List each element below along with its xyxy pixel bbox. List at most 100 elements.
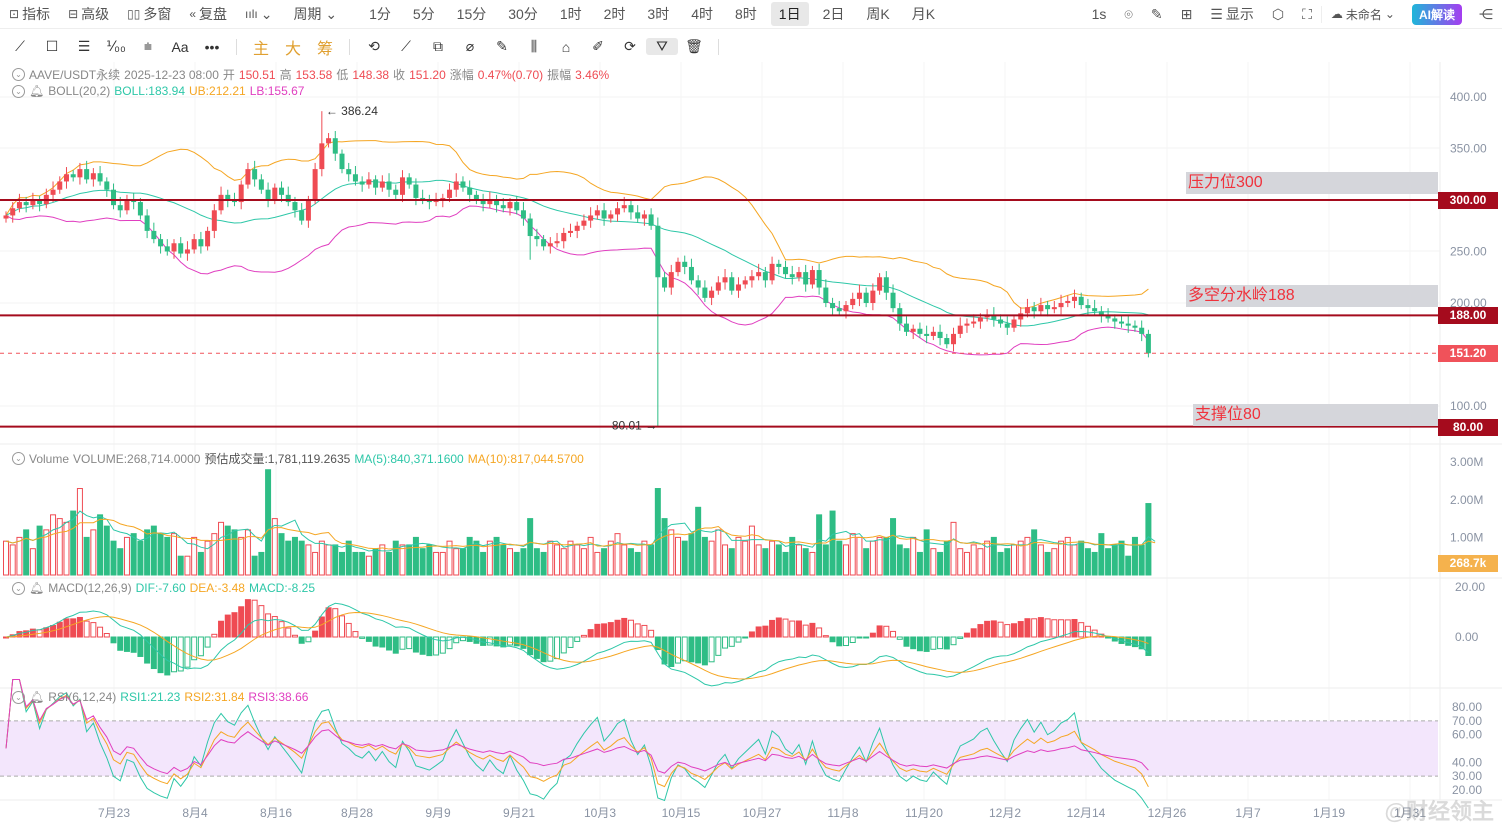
pivot-label[interactable]: 多空分水岭188 <box>1186 285 1438 307</box>
drawing_tools-tool-5[interactable]: Aa <box>171 38 189 55</box>
display-label: 显示 <box>1225 6 1254 22</box>
drawing_tools2-tool-0[interactable]: 主 <box>252 40 269 58</box>
period-11[interactable]: 周K <box>866 6 890 22</box>
volume-bar <box>883 536 890 576</box>
support-label[interactable]: 支撑位80 <box>1193 404 1438 426</box>
candle <box>111 189 117 206</box>
resistance-label[interactable]: 压力位300 <box>1186 172 1438 194</box>
high-label: 高 <box>279 68 292 82</box>
macd-bar <box>916 636 923 652</box>
period-1[interactable]: 5分 <box>412 6 435 22</box>
macd-bar <box>627 619 634 638</box>
volume-bar <box>439 551 446 576</box>
macd-bar <box>426 636 433 657</box>
collapse-icon[interactable]: ⌄ <box>12 581 25 595</box>
macd-bar <box>937 636 944 650</box>
macd-bar <box>345 622 352 638</box>
volume-bar <box>802 548 809 576</box>
period-3[interactable]: 30分 <box>508 6 538 22</box>
drawing_tools-tool-6[interactable]: ••• <box>204 38 220 55</box>
collapse-icon[interactable]: ⌄ <box>12 84 25 98</box>
dea-value: DEA:-3.48 <box>189 581 245 595</box>
settings-icon[interactable]: ⬡ <box>1271 5 1285 22</box>
drawing_tools3-tool-10[interactable]: 🗑 <box>685 38 703 54</box>
volume-bar <box>809 551 816 576</box>
interval-button[interactable]: 1s <box>1091 6 1107 22</box>
ai-interpret-button[interactable]: AI解读 <box>1411 3 1462 25</box>
high-value: 153.58 <box>295 67 333 82</box>
drawing_tools-tool-0[interactable]: ⟋ <box>15 38 25 54</box>
macd-bar <box>110 636 117 644</box>
volume-bar <box>990 536 997 576</box>
macd-bar <box>769 619 776 638</box>
collapse-icon[interactable]: ⌄ <box>12 690 25 704</box>
candle <box>399 177 405 195</box>
period-6[interactable]: 3时 <box>647 6 670 22</box>
drawing_tools3-tool-6[interactable]: ⌂ <box>561 38 571 55</box>
period-5[interactable]: 2时 <box>603 6 626 22</box>
period-12[interactable]: 月K <box>911 6 936 22</box>
drawing_tools-tool-2[interactable]: ☰ <box>77 38 91 54</box>
share-icon[interactable]: ⋲ <box>1479 5 1493 22</box>
bell-icon[interactable]: 🔔︎ <box>29 690 45 704</box>
macd-bar <box>419 636 426 655</box>
period-button[interactable]: 周期 ⌄ <box>281 4 346 24</box>
drawing_tools3-tool-9[interactable]: ⛛ <box>646 38 678 55</box>
candle <box>1119 321 1125 324</box>
candle <box>131 200 137 203</box>
period-9[interactable]: 1日 <box>770 2 809 26</box>
camera-icon[interactable]: ⌾ <box>1124 5 1133 22</box>
volume-bar <box>634 551 641 576</box>
candle <box>742 280 748 285</box>
list-icon: ☰ <box>1210 5 1223 22</box>
macd-tick: 20.00 <box>1455 580 1485 594</box>
drawing_tools2-tool-2[interactable]: 筹 <box>316 40 333 58</box>
drawing_tools-tool-4[interactable]: ⩧ <box>143 38 153 54</box>
macd-bar <box>197 636 204 657</box>
candle <box>50 189 56 195</box>
period-8[interactable]: 8时 <box>735 6 757 22</box>
drawing_tools3-tool-3[interactable]: ⌀ <box>465 38 475 54</box>
indicator-button[interactable]: ⊡ 指标 <box>0 4 59 24</box>
macd-bar <box>1125 636 1132 646</box>
drawing_tools3-tool-1[interactable]: ⟋ <box>401 38 411 54</box>
drawing_tools3-tool-0[interactable]: ⟲ <box>368 38 380 54</box>
candle <box>823 287 829 303</box>
bell-icon[interactable]: 🔔︎ <box>29 581 45 595</box>
collapse-icon[interactable]: ⌄ <box>12 452 25 465</box>
drawing_tools3-tool-8[interactable]: ⟳ <box>624 38 636 54</box>
current-price-tag: 151.20 <box>1438 345 1498 362</box>
volume-bar <box>675 536 681 576</box>
chart-type-button[interactable]: ıılı ⌄ <box>236 4 281 24</box>
drawing_tools3-tool-4[interactable]: ✎ <box>496 38 508 54</box>
candle <box>702 287 708 298</box>
display-button[interactable]: ☰ 显示 <box>1201 4 1263 24</box>
layout-dropdown[interactable]: ☁ 未命名 ⌄ <box>1320 5 1404 23</box>
macd-bar <box>164 636 171 676</box>
advanced-button[interactable]: ⊟ 高级 <box>59 4 118 24</box>
volume-bar <box>251 555 258 576</box>
multi-window-button[interactable]: ▯▯ 多窗 <box>118 4 180 24</box>
period-2[interactable]: 15分 <box>456 6 487 22</box>
drawing_tools3-tool-7[interactable]: ✐ <box>592 38 604 54</box>
period-7[interactable]: 4时 <box>691 6 713 22</box>
drawing_tools2-tool-1[interactable]: 大 <box>284 40 301 58</box>
period-4[interactable]: 1时 <box>559 6 582 22</box>
collapse-icon[interactable]: ⌄ <box>12 68 25 81</box>
drawing_tools3-tool-2[interactable]: ⧉ <box>433 38 443 54</box>
macd-bar <box>486 636 493 646</box>
pencil-icon[interactable]: ✎ <box>1150 5 1163 22</box>
drawing_tools-tool-3[interactable]: ⅟₀₀ <box>106 38 126 54</box>
add-window-icon[interactable]: ⊞ <box>1180 5 1193 22</box>
macd-bar <box>1145 636 1152 656</box>
replay-button[interactable]: «复盘 <box>180 4 236 24</box>
period-0[interactable]: 1分 <box>369 6 391 22</box>
period-10[interactable]: 2日 <box>822 6 845 22</box>
drawing_tools-tool-1[interactable]: ☐ <box>45 38 59 54</box>
fullscreen-icon[interactable]: ⛶ <box>1302 5 1312 22</box>
volume-bar <box>903 548 910 576</box>
drawing_tools3-tool-5[interactable]: ⫼ <box>530 38 538 54</box>
date-tick: 9月9 <box>425 806 451 820</box>
bell-icon[interactable]: 🔔︎ <box>29 84 45 98</box>
